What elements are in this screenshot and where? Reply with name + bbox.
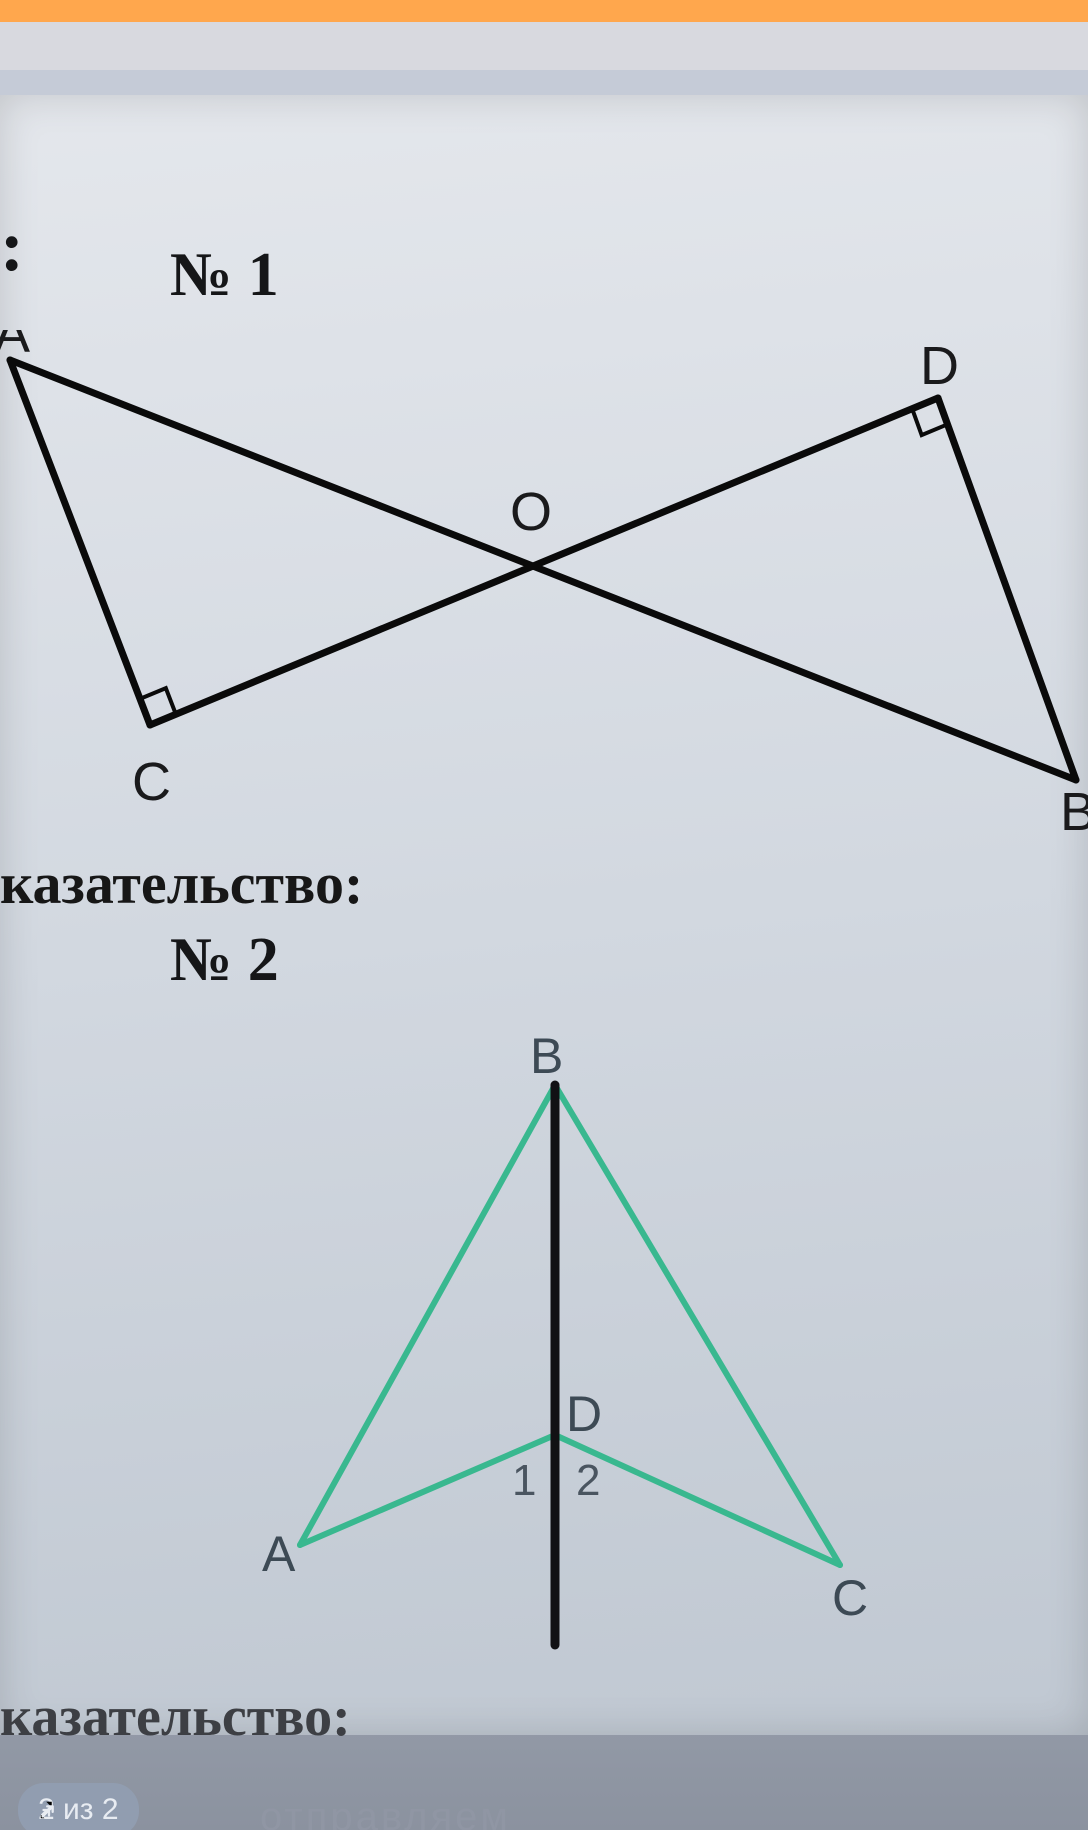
svg-text:2: 2 xyxy=(576,1456,600,1505)
expand-icon xyxy=(38,1799,60,1821)
svg-text:A: A xyxy=(0,330,30,364)
sending-status-text: отправляем xyxy=(260,1795,511,1830)
svg-text:D: D xyxy=(920,336,959,396)
worksheet-page: : № 1 ABCDO казательство: № 2 ABCD12 каз… xyxy=(0,95,1088,1735)
page-counter-pill[interactable]: 2 из 2 xyxy=(18,1783,139,1830)
svg-text:C: C xyxy=(132,752,171,812)
svg-text:B: B xyxy=(530,1028,563,1084)
svg-text:O: O xyxy=(510,482,552,542)
leading-colon: : xyxy=(0,205,18,288)
proof-2-label: казательство: xyxy=(0,1685,351,1749)
svg-text:1: 1 xyxy=(512,1456,536,1505)
diagram-2: A B C D12 xyxy=(0,1025,1088,1685)
proof-1-label: казательство: xyxy=(0,850,363,917)
diagram-1: A B C D O xyxy=(0,330,1088,850)
svg-text:B: B xyxy=(1060,782,1088,842)
svg-text:D: D xyxy=(566,1386,602,1442)
problem-1-title: № 1 xyxy=(170,240,279,311)
svg-text:C: C xyxy=(832,1570,868,1626)
problem-2-title: № 2 xyxy=(170,925,279,996)
svg-text:A: A xyxy=(262,1526,296,1582)
